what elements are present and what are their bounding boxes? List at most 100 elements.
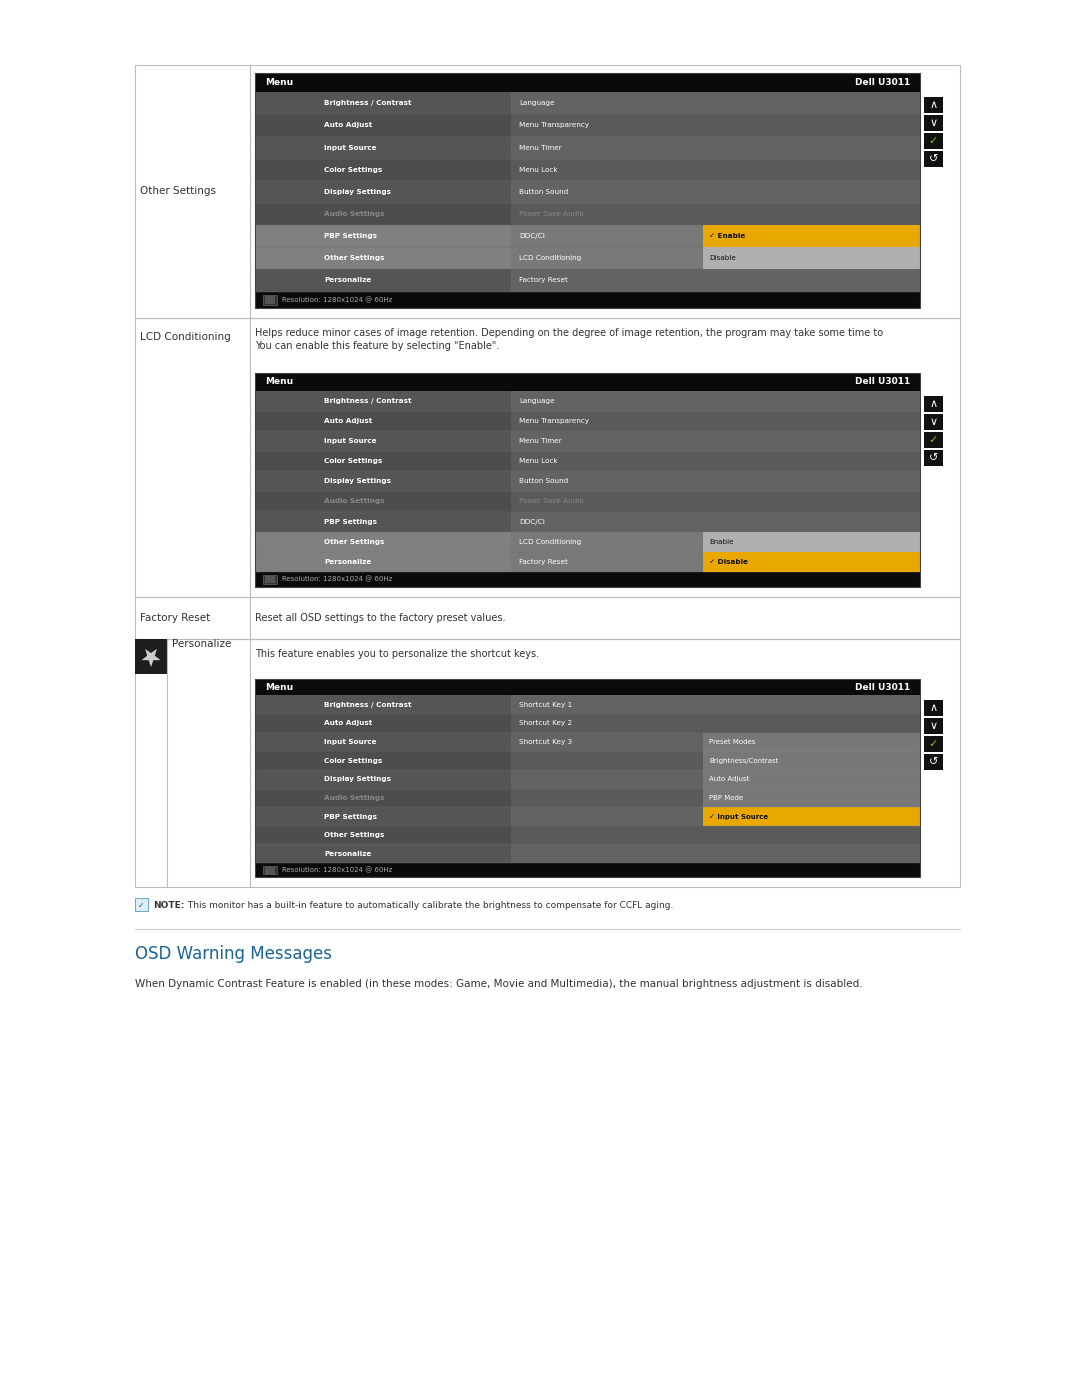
Text: Personalize: Personalize (324, 278, 372, 284)
Bar (511, 451, 920, 471)
Bar (255, 696, 511, 714)
Text: Menu: Menu (265, 78, 293, 87)
Text: Power Save Audio: Power Save Audio (519, 499, 584, 504)
Polygon shape (283, 277, 294, 286)
Text: Dell U3011: Dell U3011 (854, 78, 910, 87)
Text: PBP Mode: PBP Mode (710, 795, 743, 800)
Bar (511, 270, 920, 292)
Bar (255, 863, 920, 877)
Text: Auto Adjust: Auto Adjust (710, 777, 750, 782)
Text: Auto Adjust: Auto Adjust (324, 418, 373, 423)
Text: Personalize: Personalize (172, 638, 231, 650)
Text: ↺: ↺ (929, 757, 939, 767)
Bar (924, 151, 943, 168)
FancyArrow shape (286, 419, 291, 422)
Bar (924, 414, 943, 429)
Bar (924, 700, 943, 717)
Bar (511, 203, 920, 225)
Circle shape (284, 757, 289, 763)
Bar (924, 754, 943, 770)
Bar (924, 432, 943, 447)
Bar (511, 492, 920, 511)
Polygon shape (284, 851, 293, 858)
Text: Preset Modes: Preset Modes (710, 739, 756, 745)
FancyArrow shape (286, 722, 291, 724)
Bar (703, 752, 920, 770)
Bar (703, 532, 920, 552)
Text: Audio Settings: Audio Settings (324, 499, 384, 504)
Bar (511, 159, 920, 180)
Bar (265, 576, 275, 584)
Text: Menu Transparency: Menu Transparency (519, 418, 590, 423)
Bar (255, 159, 511, 180)
Text: Display Settings: Display Settings (324, 189, 391, 196)
Text: Color Settings: Color Settings (324, 166, 382, 173)
Text: Power Save Audio: Power Save Audio (519, 211, 584, 217)
Bar (703, 770, 920, 788)
Text: Button Sound: Button Sound (519, 478, 568, 485)
Bar (255, 225, 511, 247)
Text: ↺: ↺ (929, 154, 939, 165)
Bar (255, 807, 511, 826)
Text: This feature enables you to personalize the shortcut keys.: This feature enables you to personalize … (255, 650, 539, 659)
Bar (291, 739, 293, 745)
Text: Menu: Menu (265, 377, 293, 387)
Text: Menu Timer: Menu Timer (519, 145, 562, 151)
Bar (511, 696, 920, 714)
Text: PBP Settings: PBP Settings (324, 518, 377, 525)
Text: Resolution: 1280x1024 @ 60Hz: Resolution: 1280x1024 @ 60Hz (282, 866, 392, 873)
Circle shape (284, 166, 289, 172)
Text: ✓: ✓ (138, 901, 145, 909)
Bar (255, 270, 511, 292)
Text: OSD Warning Messages: OSD Warning Messages (135, 944, 332, 963)
Bar (255, 73, 920, 307)
Bar (255, 732, 511, 752)
Bar (283, 517, 294, 525)
Text: Reset all OSD settings to the factory preset values.: Reset all OSD settings to the factory pr… (255, 613, 505, 623)
Text: Enable: Enable (710, 539, 734, 545)
Bar (255, 73, 920, 92)
Text: ∨: ∨ (930, 721, 937, 731)
Text: Other Settings: Other Settings (324, 539, 384, 545)
Bar (255, 679, 920, 877)
Bar (511, 430, 920, 451)
Bar (255, 391, 511, 411)
Text: DDC/CI: DDC/CI (519, 518, 545, 525)
Text: This monitor has a built-in feature to automatically calibrate the brightness to: This monitor has a built-in feature to a… (185, 901, 673, 909)
Bar (255, 714, 511, 732)
Bar (255, 430, 511, 451)
Bar (511, 552, 920, 571)
Bar (924, 116, 943, 131)
Bar (135, 638, 960, 887)
Bar (511, 247, 920, 270)
Text: ✓: ✓ (929, 137, 939, 147)
Bar (511, 770, 920, 788)
Text: Resolution: 1280x1024 @ 60Hz: Resolution: 1280x1024 @ 60Hz (282, 296, 392, 303)
Text: PBP Settings: PBP Settings (324, 813, 377, 820)
Text: Brightness / Contrast: Brightness / Contrast (324, 101, 411, 106)
Text: ∨: ∨ (930, 416, 937, 426)
Text: Language: Language (519, 101, 555, 106)
Text: Display Settings: Display Settings (324, 777, 391, 782)
Text: Shortcut Key 2: Shortcut Key 2 (519, 721, 572, 726)
Bar (291, 437, 294, 444)
Text: Dell U3011: Dell U3011 (854, 683, 910, 692)
Circle shape (287, 457, 293, 462)
Text: ✓ Enable: ✓ Enable (710, 233, 745, 239)
Bar (511, 752, 920, 770)
Text: Personalize: Personalize (324, 851, 372, 856)
Bar (135, 638, 167, 673)
Bar (924, 718, 943, 735)
Bar (255, 844, 511, 863)
Bar (255, 679, 920, 696)
FancyArrow shape (284, 439, 293, 443)
Text: Disable: Disable (710, 256, 737, 261)
Text: Input Source: Input Source (324, 739, 377, 745)
Text: ✓: ✓ (929, 434, 939, 444)
Text: Button Sound: Button Sound (519, 189, 568, 196)
Bar (511, 788, 920, 807)
Text: Brightness / Contrast: Brightness / Contrast (324, 701, 411, 707)
Bar (511, 391, 920, 411)
Text: Auto Adjust: Auto Adjust (324, 721, 373, 726)
Bar (511, 92, 920, 115)
